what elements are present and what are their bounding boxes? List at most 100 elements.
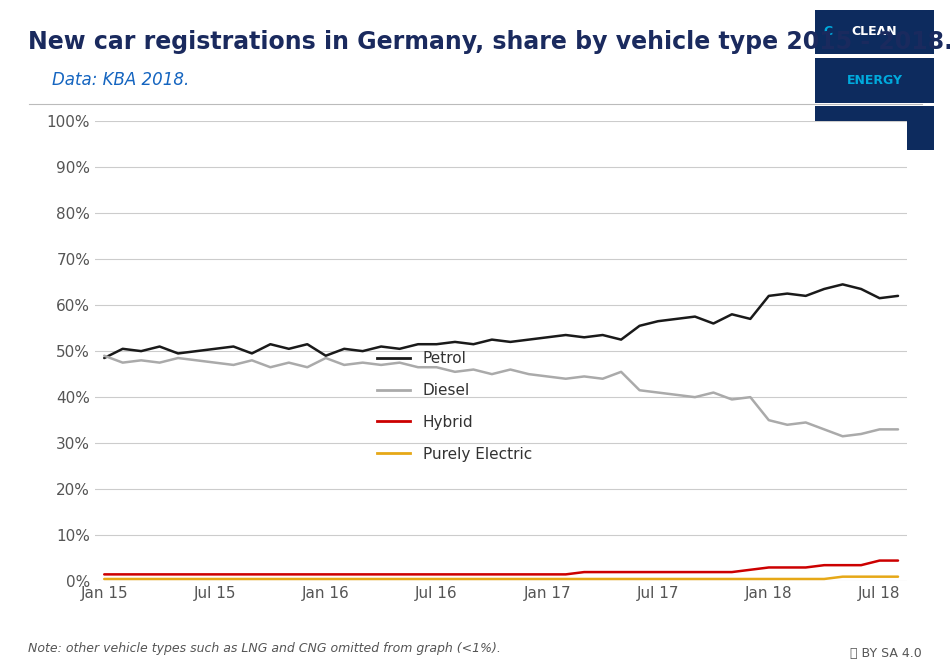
Diesel — [449, 368, 461, 376]
Hybrid — [283, 571, 294, 579]
Petrol — [690, 312, 701, 321]
Purely Electric — [616, 575, 627, 583]
Purely Electric — [154, 575, 165, 583]
Petrol — [394, 345, 406, 353]
Hybrid — [486, 571, 498, 579]
Line: Petrol: Petrol — [104, 284, 898, 358]
Purely Electric — [209, 575, 220, 583]
Petrol — [504, 338, 516, 346]
Purely Electric — [745, 575, 756, 583]
Diesel — [616, 368, 627, 376]
Petrol — [246, 349, 257, 358]
Hybrid — [560, 571, 572, 579]
Diesel — [782, 421, 793, 429]
Hybrid — [301, 571, 313, 579]
Purely Electric — [597, 575, 608, 583]
Petrol — [763, 292, 774, 300]
Diesel — [800, 419, 811, 427]
Diesel — [172, 354, 183, 362]
Diesel — [542, 372, 553, 380]
Legend: Petrol, Diesel, Hybrid, Purely Electric: Petrol, Diesel, Hybrid, Purely Electric — [370, 345, 538, 468]
Petrol — [136, 347, 147, 355]
Purely Electric — [634, 575, 645, 583]
Purely Electric — [819, 575, 830, 583]
Hybrid — [412, 571, 424, 579]
Petrol — [265, 340, 276, 348]
Petrol — [338, 345, 350, 353]
Hybrid — [819, 561, 830, 569]
Hybrid — [634, 568, 645, 576]
Petrol — [357, 347, 369, 355]
Purely Electric — [265, 575, 276, 583]
Petrol — [117, 345, 128, 353]
Petrol — [99, 354, 110, 362]
Petrol — [228, 343, 239, 351]
Purely Electric — [394, 575, 406, 583]
Purely Electric — [228, 575, 239, 583]
Text: New car registrations in Germany, share by vehicle type 2015 - 2018.: New car registrations in Germany, share … — [28, 30, 950, 54]
Petrol — [671, 315, 682, 323]
Purely Electric — [874, 573, 885, 581]
Petrol — [154, 343, 165, 351]
Purely Electric — [99, 575, 110, 583]
Diesel — [874, 425, 885, 433]
Petrol — [430, 340, 442, 348]
Purely Electric — [855, 573, 866, 581]
Purely Electric — [560, 575, 572, 583]
Purely Electric — [486, 575, 498, 583]
Purely Electric — [800, 575, 811, 583]
Hybrid — [154, 571, 165, 579]
Petrol — [708, 319, 719, 327]
Petrol — [523, 335, 535, 343]
Hybrid — [449, 571, 461, 579]
Diesel — [283, 359, 294, 367]
Hybrid — [320, 571, 332, 579]
Petrol — [819, 285, 830, 293]
Diesel — [597, 375, 608, 383]
Diesel — [430, 363, 442, 371]
Hybrid — [523, 571, 535, 579]
Hybrid — [394, 571, 406, 579]
Hybrid — [504, 571, 516, 579]
Purely Electric — [708, 575, 719, 583]
Diesel — [209, 359, 220, 367]
Diesel — [246, 356, 257, 364]
Diesel — [745, 393, 756, 401]
Purely Electric — [542, 575, 553, 583]
Hybrid — [782, 563, 793, 571]
Text: ENERGY: ENERGY — [846, 74, 902, 87]
Hybrid — [430, 571, 442, 579]
Purely Electric — [301, 575, 313, 583]
Petrol — [634, 322, 645, 330]
Petrol — [283, 345, 294, 353]
Diesel — [653, 388, 664, 396]
FancyBboxPatch shape — [815, 58, 934, 103]
Hybrid — [117, 571, 128, 579]
Hybrid — [338, 571, 350, 579]
Diesel — [265, 363, 276, 371]
Petrol — [653, 317, 664, 325]
Purely Electric — [191, 575, 202, 583]
Hybrid — [375, 571, 387, 579]
Diesel — [117, 359, 128, 367]
Diesel — [634, 386, 645, 394]
Hybrid — [357, 571, 369, 579]
Text: ⓒ BY SA 4.0: ⓒ BY SA 4.0 — [849, 647, 922, 660]
Purely Electric — [412, 575, 424, 583]
Text: CLEAN: CLEAN — [851, 26, 898, 38]
Diesel — [191, 356, 202, 364]
Diesel — [504, 366, 516, 374]
Purely Electric — [375, 575, 387, 583]
Petrol — [800, 292, 811, 300]
Text: W: W — [824, 122, 837, 134]
Petrol — [412, 340, 424, 348]
Petrol — [172, 349, 183, 358]
Diesel — [708, 388, 719, 396]
Purely Electric — [690, 575, 701, 583]
Purely Electric — [283, 575, 294, 583]
Purely Electric — [579, 575, 590, 583]
Petrol — [301, 340, 313, 348]
Diesel — [560, 375, 572, 383]
Diesel — [726, 395, 737, 403]
Petrol — [855, 285, 866, 293]
